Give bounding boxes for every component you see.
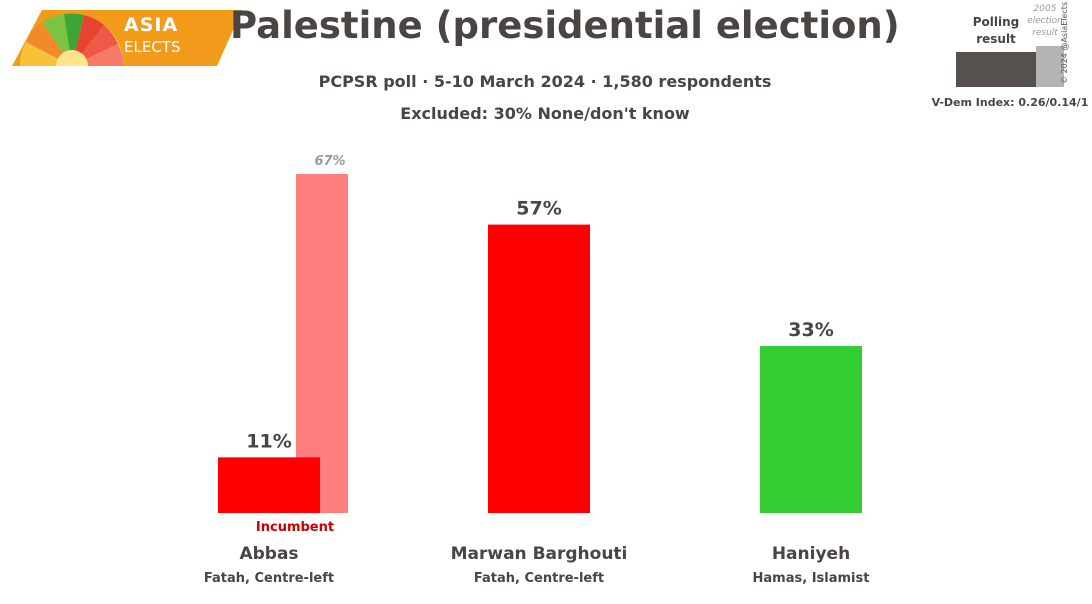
legend-polling-swatch [956,52,1036,87]
sunburst-icon [20,13,124,66]
candidate-name-abbas: Abbas [239,544,298,564]
chart-title: Palestine (presidential election) [230,4,900,47]
excluded-note: Excluded: 30% None/don't know [400,104,690,123]
logo-text-asia: ASIA [124,14,179,36]
logo [12,10,242,66]
candidate-party-abbas: Fatah, Centre-left [204,571,334,586]
legend-election-label: 2005 election result [1022,3,1068,39]
candidate-party-marwan-barghouti: Fatah, Centre-left [474,571,604,586]
election-bar-abbas [296,174,348,513]
incumbent-label: Incumbent [256,520,334,535]
legend-polling-label-line2: result [976,32,1016,46]
vdem-index: V-Dem Index: 0.26/0.14/1 [931,96,1089,109]
election-label-abbas: 67% [314,154,345,169]
legend-election-label-line1: 2005 [1033,4,1057,14]
legend-election-label-line2: election [1027,16,1063,26]
poll-subtitle: PCPSR poll · 5-10 March 2024 · 1,580 res… [318,72,772,91]
candidate-party-haniyeh: Hamas, Islamist [753,571,870,586]
poll-bar-haniyeh [760,346,862,513]
poll-bar-abbas [218,457,320,513]
poll-bar-marwan-barghouti [488,224,590,513]
candidate-name-haniyeh: Haniyeh [772,544,850,564]
legend-polling-label: Polling result [966,14,1026,48]
poll-label-marwan-barghouti: 57% [516,198,561,220]
legend-election-label-line3: result [1032,28,1058,38]
logo-text-elects: ELECTS [124,38,181,56]
legend-election-swatch [1036,46,1064,87]
poll-label-abbas: 11% [246,430,291,452]
legend-polling-label-line1: Polling [972,15,1020,29]
poll-label-haniyeh: 33% [788,319,833,341]
candidate-name-marwan-barghouti: Marwan Barghouti [451,544,628,564]
